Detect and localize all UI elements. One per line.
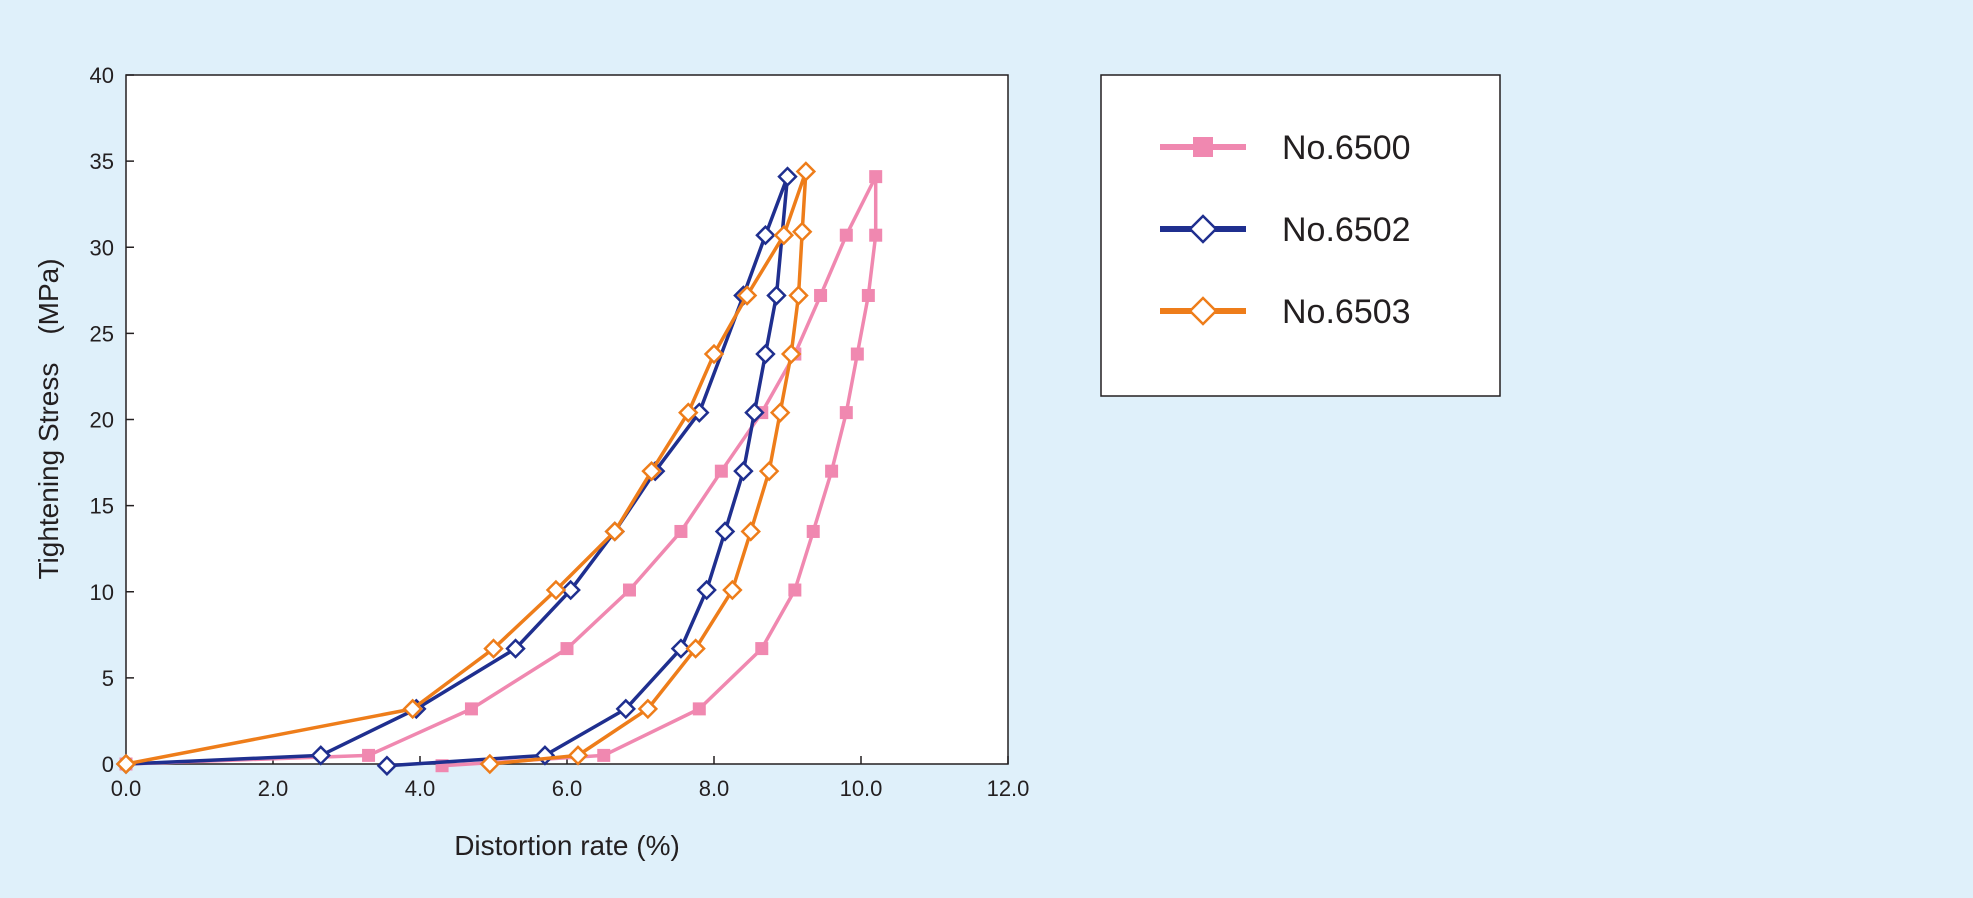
series-layer	[115, 161, 883, 776]
series-line	[124, 169, 808, 766]
data-point	[464, 702, 478, 716]
x-tick-label: 10.0	[840, 776, 883, 801]
legend-box	[1100, 74, 1501, 397]
x-axis-title: Distortion rate (%)	[454, 830, 680, 861]
y-tick-label: 40	[90, 63, 114, 88]
data-point	[685, 638, 706, 659]
series-no-6502	[115, 166, 798, 776]
data-point	[567, 745, 589, 766]
legend: No.6500 No.6502 No.6503	[1160, 129, 1411, 331]
data-point	[402, 698, 423, 720]
x-tick-label: 12.0	[987, 776, 1030, 801]
series-no-6503	[115, 161, 817, 775]
data-point	[788, 583, 802, 597]
y-tick-label: 30	[90, 235, 114, 260]
data-point	[740, 521, 761, 542]
data-point	[777, 166, 798, 187]
legend-item: No.6503	[1160, 293, 1411, 331]
x-tick-label: 4.0	[405, 776, 436, 801]
y-tick-label: 15	[90, 494, 114, 519]
y-tick-label: 35	[90, 149, 114, 174]
data-point	[670, 638, 692, 659]
data-point	[505, 638, 526, 659]
data-point	[560, 579, 581, 601]
data-point	[362, 748, 376, 762]
y-tick-label: 10	[90, 580, 114, 605]
y-tick-label: 20	[90, 408, 114, 433]
x-tick-label: 0.0	[111, 776, 142, 801]
data-point	[678, 402, 699, 423]
y-tick-label: 25	[90, 321, 114, 346]
data-point	[696, 579, 717, 601]
legend-label: No.6503	[1282, 293, 1411, 331]
data-point	[850, 347, 864, 361]
data-point	[722, 579, 743, 601]
legend-item: No.6500	[1160, 129, 1411, 167]
data-point	[560, 642, 574, 656]
data-point	[483, 638, 504, 659]
data-point	[788, 285, 809, 306]
data-point	[773, 224, 795, 246]
legend-marker	[1188, 214, 1218, 244]
x-axis-ticks: 0.0 2.0 4.0 6.0 8.0 10.0 12.0	[111, 756, 1030, 801]
data-point	[674, 524, 688, 538]
y-axis-title: Tightening Stress (MPa)	[33, 258, 64, 579]
data-point	[376, 755, 398, 776]
data-point	[641, 460, 662, 482]
data-point	[736, 285, 758, 306]
series-no-6500	[119, 170, 883, 773]
y-axis-ticks: 0 5 10 15 20 25 30 35 40	[90, 63, 134, 777]
data-point	[615, 698, 637, 720]
data-point	[825, 464, 839, 478]
data-point	[758, 460, 780, 482]
data-point	[534, 745, 556, 766]
data-point	[479, 753, 501, 775]
data-point	[766, 285, 787, 306]
data-point	[622, 583, 636, 597]
data-point	[310, 745, 331, 766]
x-tick-label: 8.0	[699, 776, 730, 801]
y-tick-label: 0	[102, 752, 114, 777]
x-tick-label: 6.0	[552, 776, 583, 801]
data-point	[733, 460, 754, 482]
data-point	[755, 343, 776, 365]
x-tick-label: 2.0	[258, 776, 289, 801]
data-point	[795, 161, 817, 182]
legend-item: No.6502	[1160, 211, 1411, 249]
data-point	[769, 402, 791, 423]
y-tick-label: 5	[102, 666, 114, 691]
legend-marker	[1188, 296, 1218, 326]
data-point	[839, 228, 853, 242]
data-point	[755, 642, 769, 656]
data-point	[791, 221, 813, 242]
data-point	[814, 288, 828, 302]
data-point	[744, 402, 765, 423]
data-point	[869, 170, 883, 184]
legend-label: No.6502	[1282, 211, 1411, 249]
data-point	[714, 464, 728, 478]
data-point	[597, 748, 611, 762]
data-point	[604, 521, 625, 542]
legend-marker	[1193, 137, 1213, 157]
data-point	[115, 753, 137, 775]
legend-label: No.6500	[1282, 129, 1411, 167]
data-point	[545, 579, 567, 601]
data-point	[692, 702, 706, 716]
data-point	[755, 224, 776, 246]
data-point	[839, 406, 853, 420]
data-point	[703, 343, 725, 365]
data-point	[861, 288, 875, 302]
data-point	[637, 698, 659, 720]
data-point	[806, 524, 820, 538]
data-point	[714, 521, 736, 542]
data-point	[869, 228, 883, 242]
data-point	[780, 343, 802, 365]
